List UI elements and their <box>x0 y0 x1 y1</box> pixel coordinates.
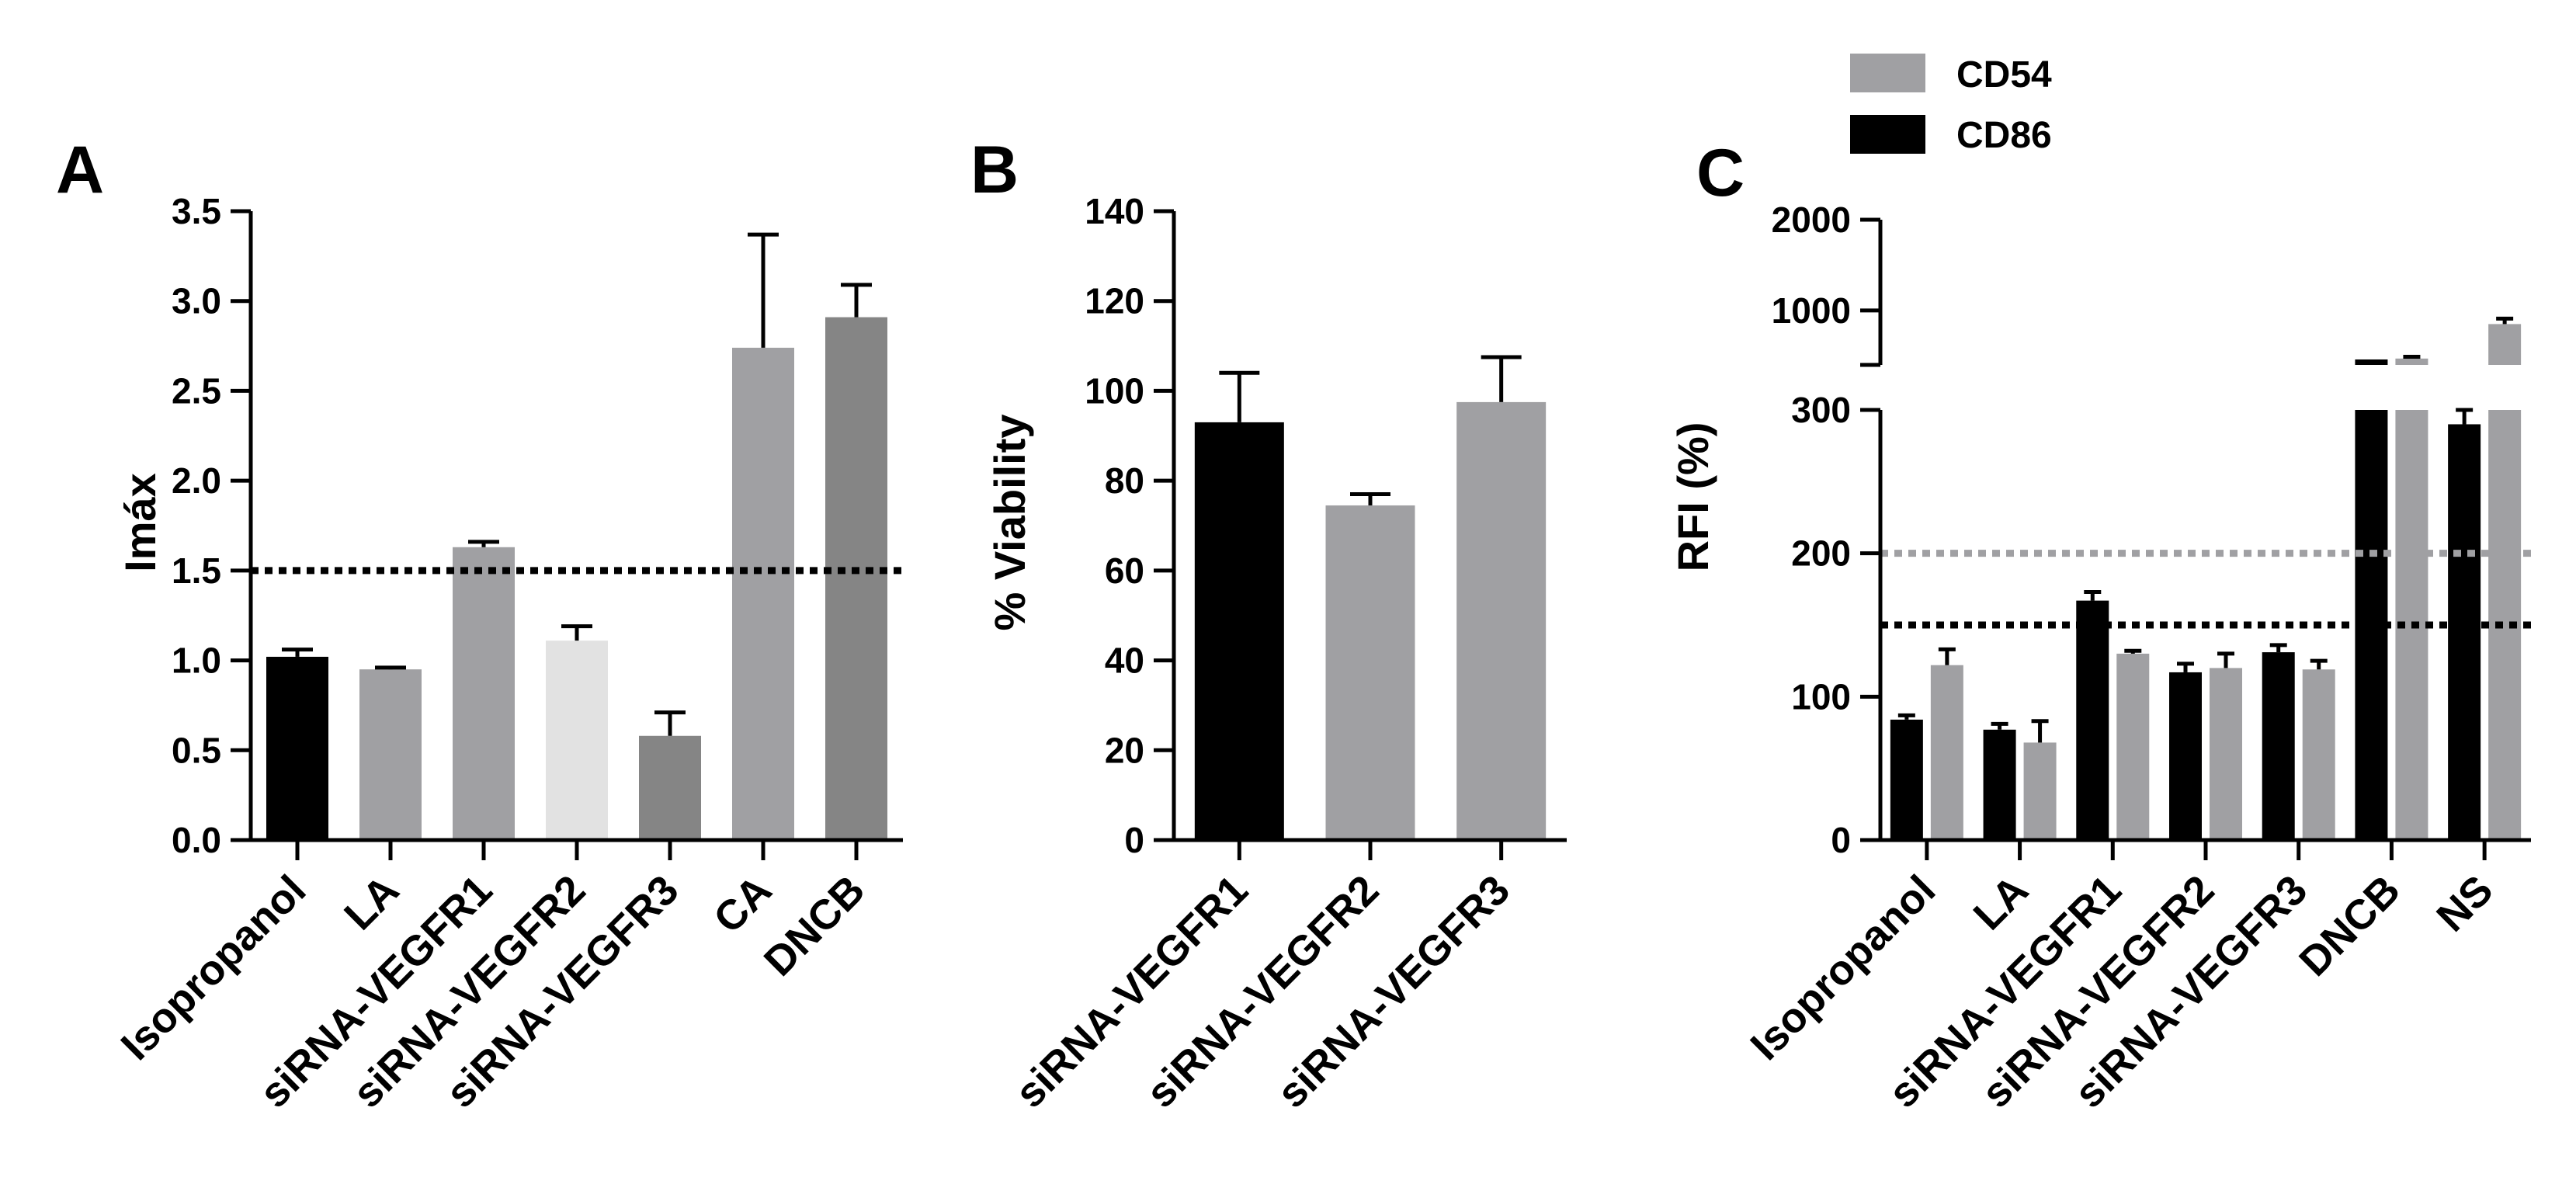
panel-b-ylabel: % Viability <box>985 414 1034 630</box>
panel-c-axes-lower <box>1878 410 2531 842</box>
panel-a-bars <box>266 232 887 840</box>
panel-a-ytick-label: 1.0 <box>172 641 221 681</box>
legend-cd86-label: CD86 <box>1956 115 2052 156</box>
panel-c-bar-cd54 <box>2116 653 2150 840</box>
panel-b-y-ticks: 0 20 40 60 80 100 120 140 <box>1085 191 1174 860</box>
panel-a-y-ticks: 0.0 0.5 1.0 1.5 2.0 2.5 3.0 3.5 <box>172 191 251 860</box>
panel-c-x-ticks: Isopropanol LAsiRNA-VEGFR1siRNA-VEGFR2siR… <box>1741 840 2502 1117</box>
panel-c-category-label: NS <box>2428 866 2501 940</box>
panel-b-category-label: siRNA-VEGFR3 <box>1269 866 1519 1116</box>
panel-a-bar <box>359 669 422 840</box>
panel-a-ytick-label: 1.5 <box>172 550 221 591</box>
panel-c-category-label: LA <box>1965 866 2037 939</box>
panel-b-ytick-label: 0 <box>1124 820 1144 860</box>
panel-a-ytick-label: 0.5 <box>172 730 221 770</box>
panel-c-bar-cd86 <box>1890 719 1923 840</box>
panel-b-category-label: siRNA-VEGFR1 <box>1006 866 1256 1116</box>
panel-b-ytick-label: 40 <box>1105 641 1144 681</box>
panel-c-bars <box>1890 316 2522 840</box>
panel-c-y-ticks: 0 100 200 300 1000 2000 <box>1772 200 1880 860</box>
panel-b-category-label: siRNA-VEGFR2 <box>1137 866 1387 1116</box>
panel-a-bar <box>639 735 701 840</box>
panel-c-bar-cd54 <box>2023 742 2057 840</box>
panel-c-bar-cd54-upper <box>2395 358 2428 365</box>
panel-b-ytick-label: 120 <box>1085 281 1144 321</box>
panel-b-axes <box>1172 211 1567 842</box>
panel-c-ytick-label: 300 <box>1791 390 1851 430</box>
panel-c-bar-cd54 <box>2210 668 2242 840</box>
panel-c-bar-cd54 <box>1930 665 1963 840</box>
panel-b-ytick-label: 100 <box>1085 370 1144 411</box>
panel-c-ylabel: RFI (%) <box>1668 422 1717 572</box>
panel-a-x-ticks: Isopropanol LAsiRNA-VEGFR1siRNA-VEGFR2siR… <box>113 840 874 1117</box>
legend-cd54-label: CD54 <box>1956 54 2052 95</box>
panel-a-ytick-label: 2.0 <box>172 460 221 501</box>
panel-c-bar-cd54-upper <box>2488 324 2522 365</box>
panel-a-ylabel: Imáx <box>116 473 165 572</box>
panel-c-ytick-label: 0 <box>1831 820 1851 860</box>
panel-c-label: C <box>1696 136 1745 210</box>
panel-c-ytick-label: 2000 <box>1772 200 1851 240</box>
panel-c-bar-cd86-upper <box>2355 359 2388 365</box>
panel-c: C RFI (%) CD54 CD86 0 100 200 300 1000 2000 I… <box>1668 54 2531 1117</box>
panel-c-threshold-lines <box>1880 550 2531 629</box>
panel-b-ytick-label: 20 <box>1105 730 1144 770</box>
panel-c-ytick-label: 1000 <box>1772 290 1851 331</box>
panel-c-ytick-label: 200 <box>1791 533 1851 574</box>
panel-c-bar-cd86 <box>1983 729 2016 840</box>
panel-a-bar <box>266 656 328 840</box>
panel-b-bar <box>1194 422 1284 840</box>
panel-c-category-label: Isopropanol <box>1741 866 1944 1069</box>
panel-a-ytick-label: 3.5 <box>172 191 221 231</box>
panel-a-category-label: DNCB <box>755 866 874 985</box>
panel-c-legend: CD54 CD86 <box>1850 54 2052 156</box>
legend-cd54-swatch <box>1850 54 1925 92</box>
panel-a-category-label: LA <box>335 866 408 939</box>
panel-c-bar-cd86 <box>2169 672 2202 840</box>
panel-a-label: A <box>56 133 104 207</box>
panel-a-category-label: CA <box>705 866 781 943</box>
panel-b-ytick-label: 140 <box>1085 191 1144 231</box>
panel-c-bar-cd54 <box>2302 669 2335 840</box>
panel-a-axes <box>248 211 903 842</box>
panel-a: A Imáx 0.0 0.5 1.0 1.5 2.0 2.5 3.0 3.5 Isopropa… <box>56 133 903 1117</box>
panel-a-ytick-label: 0.0 <box>172 820 221 860</box>
panel-c-bar-cd86 <box>2076 600 2109 840</box>
panel-b-bar <box>1325 505 1415 840</box>
panel-a-ytick-label: 3.0 <box>172 281 221 321</box>
panel-b-label: B <box>970 133 1019 207</box>
panel-a-category-label: Isopropanol <box>113 866 315 1069</box>
panel-a-bar <box>825 317 887 840</box>
panel-c-ytick-label: 100 <box>1791 676 1851 717</box>
panel-a-ytick-label: 2.5 <box>172 370 221 411</box>
panel-c-bar-cd86 <box>2262 652 2295 840</box>
panel-a-bar <box>453 547 515 840</box>
panel-c-bar-cd86 <box>2448 424 2481 840</box>
panel-c-category-label: DNCB <box>2290 866 2409 985</box>
panel-b-bar <box>1456 401 1547 840</box>
panel-b-ytick-label: 80 <box>1105 460 1144 501</box>
panel-b: B % Viability 0 20 40 60 80 100 120 140 siRNA-V… <box>970 133 1567 1117</box>
panel-b-ytick-label: 60 <box>1105 550 1144 591</box>
panel-a-bar <box>546 641 608 840</box>
panel-a-bar <box>732 347 794 840</box>
panel-b-bars <box>1194 355 1547 840</box>
legend-cd86-swatch <box>1850 115 1925 154</box>
